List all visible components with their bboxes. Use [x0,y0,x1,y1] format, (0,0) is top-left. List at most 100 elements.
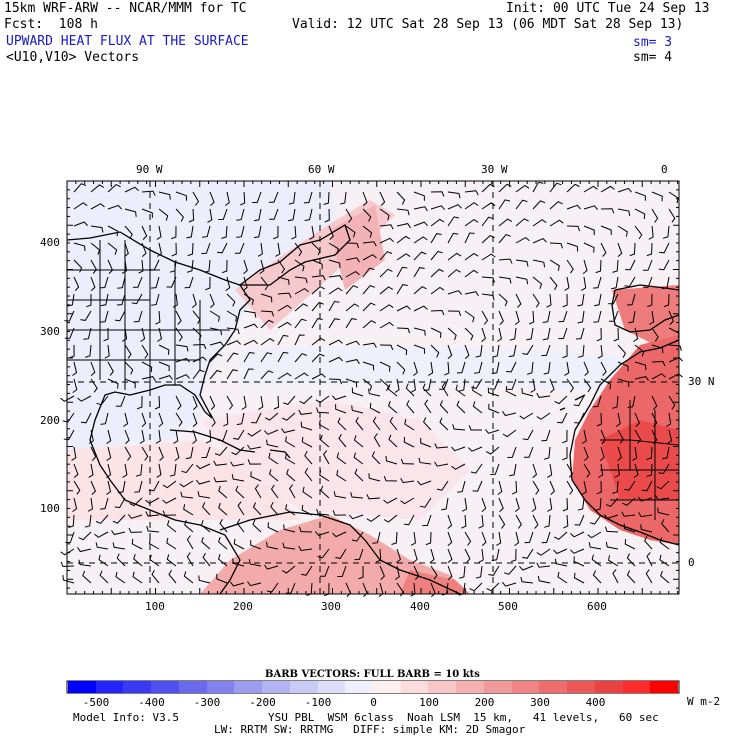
wind-barb [328,339,343,346]
wind-barb [439,400,449,414]
wind-barb [430,344,440,358]
wind-barb [362,208,372,222]
wind-barb [328,242,339,254]
wind-barb [595,497,602,511]
wind-barb [596,412,602,427]
wind-barb [300,421,313,431]
colorbar-cell [234,681,263,693]
wind-barb [464,269,479,278]
wind-barb [668,191,679,204]
wind-barb [617,187,632,193]
wind-barb [588,542,602,550]
axis-labels: 90 W 60 W 30 W 0 400 300 200 100 100 200… [40,163,715,613]
wind-barb [651,327,659,342]
wind-barb [368,388,381,397]
wind-barb [424,399,432,414]
wind-barb [536,548,551,556]
wind-barb [425,531,432,546]
wind-barb [268,452,279,465]
wind-barb [201,536,211,550]
wind-barb [171,242,177,257]
wind-barb [332,395,347,401]
wind-barb [319,470,330,482]
wind-barb [379,224,394,230]
wind-barb [301,504,313,516]
wind-barb [214,446,228,456]
wind-barb [573,572,585,584]
wind-barb [475,344,483,358]
wind-barb [141,361,153,373]
wind-barb [345,270,360,278]
wind-barb [651,412,658,427]
wind-barb [141,376,156,382]
wind-barb [621,511,636,517]
wind-barb [604,526,619,533]
wind-barb [396,253,411,261]
bottom-grid-label: 300 [321,600,341,613]
left-grid-label: 200 [40,414,60,427]
wind-barb [470,463,483,474]
wind-barb [549,219,564,227]
wind-barb [121,327,128,342]
wind-barb [434,461,449,467]
wind-barb [141,190,156,196]
wind-barb [73,202,88,210]
wind-barb [634,191,646,201]
wind-barb [282,412,296,421]
wind-barb [158,344,170,355]
wind-barb [328,259,341,268]
wind-barb [243,323,258,329]
colorbar-cell [178,681,208,693]
wind-barb [413,191,425,201]
wind-barb [366,514,381,523]
wind-barb [371,451,381,465]
wind-barb [202,552,211,567]
wind-barb [294,353,308,363]
wind-barb [430,286,445,295]
wind-barb [270,501,279,516]
wind-barb [617,242,623,257]
wind-barb [68,514,75,528]
wind-barb [336,452,347,465]
wind-barb [488,403,500,414]
wind-barb [345,285,359,295]
wind-barb [528,310,535,325]
colorbar-cell [206,681,235,693]
colorbar-cell [483,681,513,693]
wind-barb [429,548,435,563]
wind-barb [379,565,385,580]
wind-barb [581,480,587,495]
wind-barb [379,237,394,244]
wind-barb [298,409,313,415]
wind-barb [322,450,330,465]
wind-barb [172,293,178,308]
wind-barb [643,276,653,288]
wind-barb [646,242,653,257]
wind-barb [583,242,595,253]
wind-barb [140,327,146,343]
wind-barb [583,378,592,393]
wind-barb [583,361,589,376]
wind-barb [247,459,262,465]
wind-barb [617,446,622,461]
wind-barb [141,412,147,427]
wind-barb [570,548,585,554]
wind-barb [597,344,603,359]
wind-barb [316,508,330,516]
wind-barb [456,361,466,374]
wind-barb [632,446,638,461]
wind-barb [115,571,126,584]
wind-barb [532,238,547,244]
field-title: UPWARD HEAT FLUX AT THE SURFACE [6,34,249,49]
wind-barb [226,340,241,346]
wind-barb [168,569,177,584]
wind-barb [221,259,228,274]
wind-barb [625,259,636,271]
wind-barb [614,463,620,478]
wind-barb [216,573,228,584]
wind-barb [645,569,653,584]
wind-barb [107,361,114,376]
wind-barb [485,429,500,434]
colorbar-cell [539,681,568,693]
wind-barb [362,225,373,238]
